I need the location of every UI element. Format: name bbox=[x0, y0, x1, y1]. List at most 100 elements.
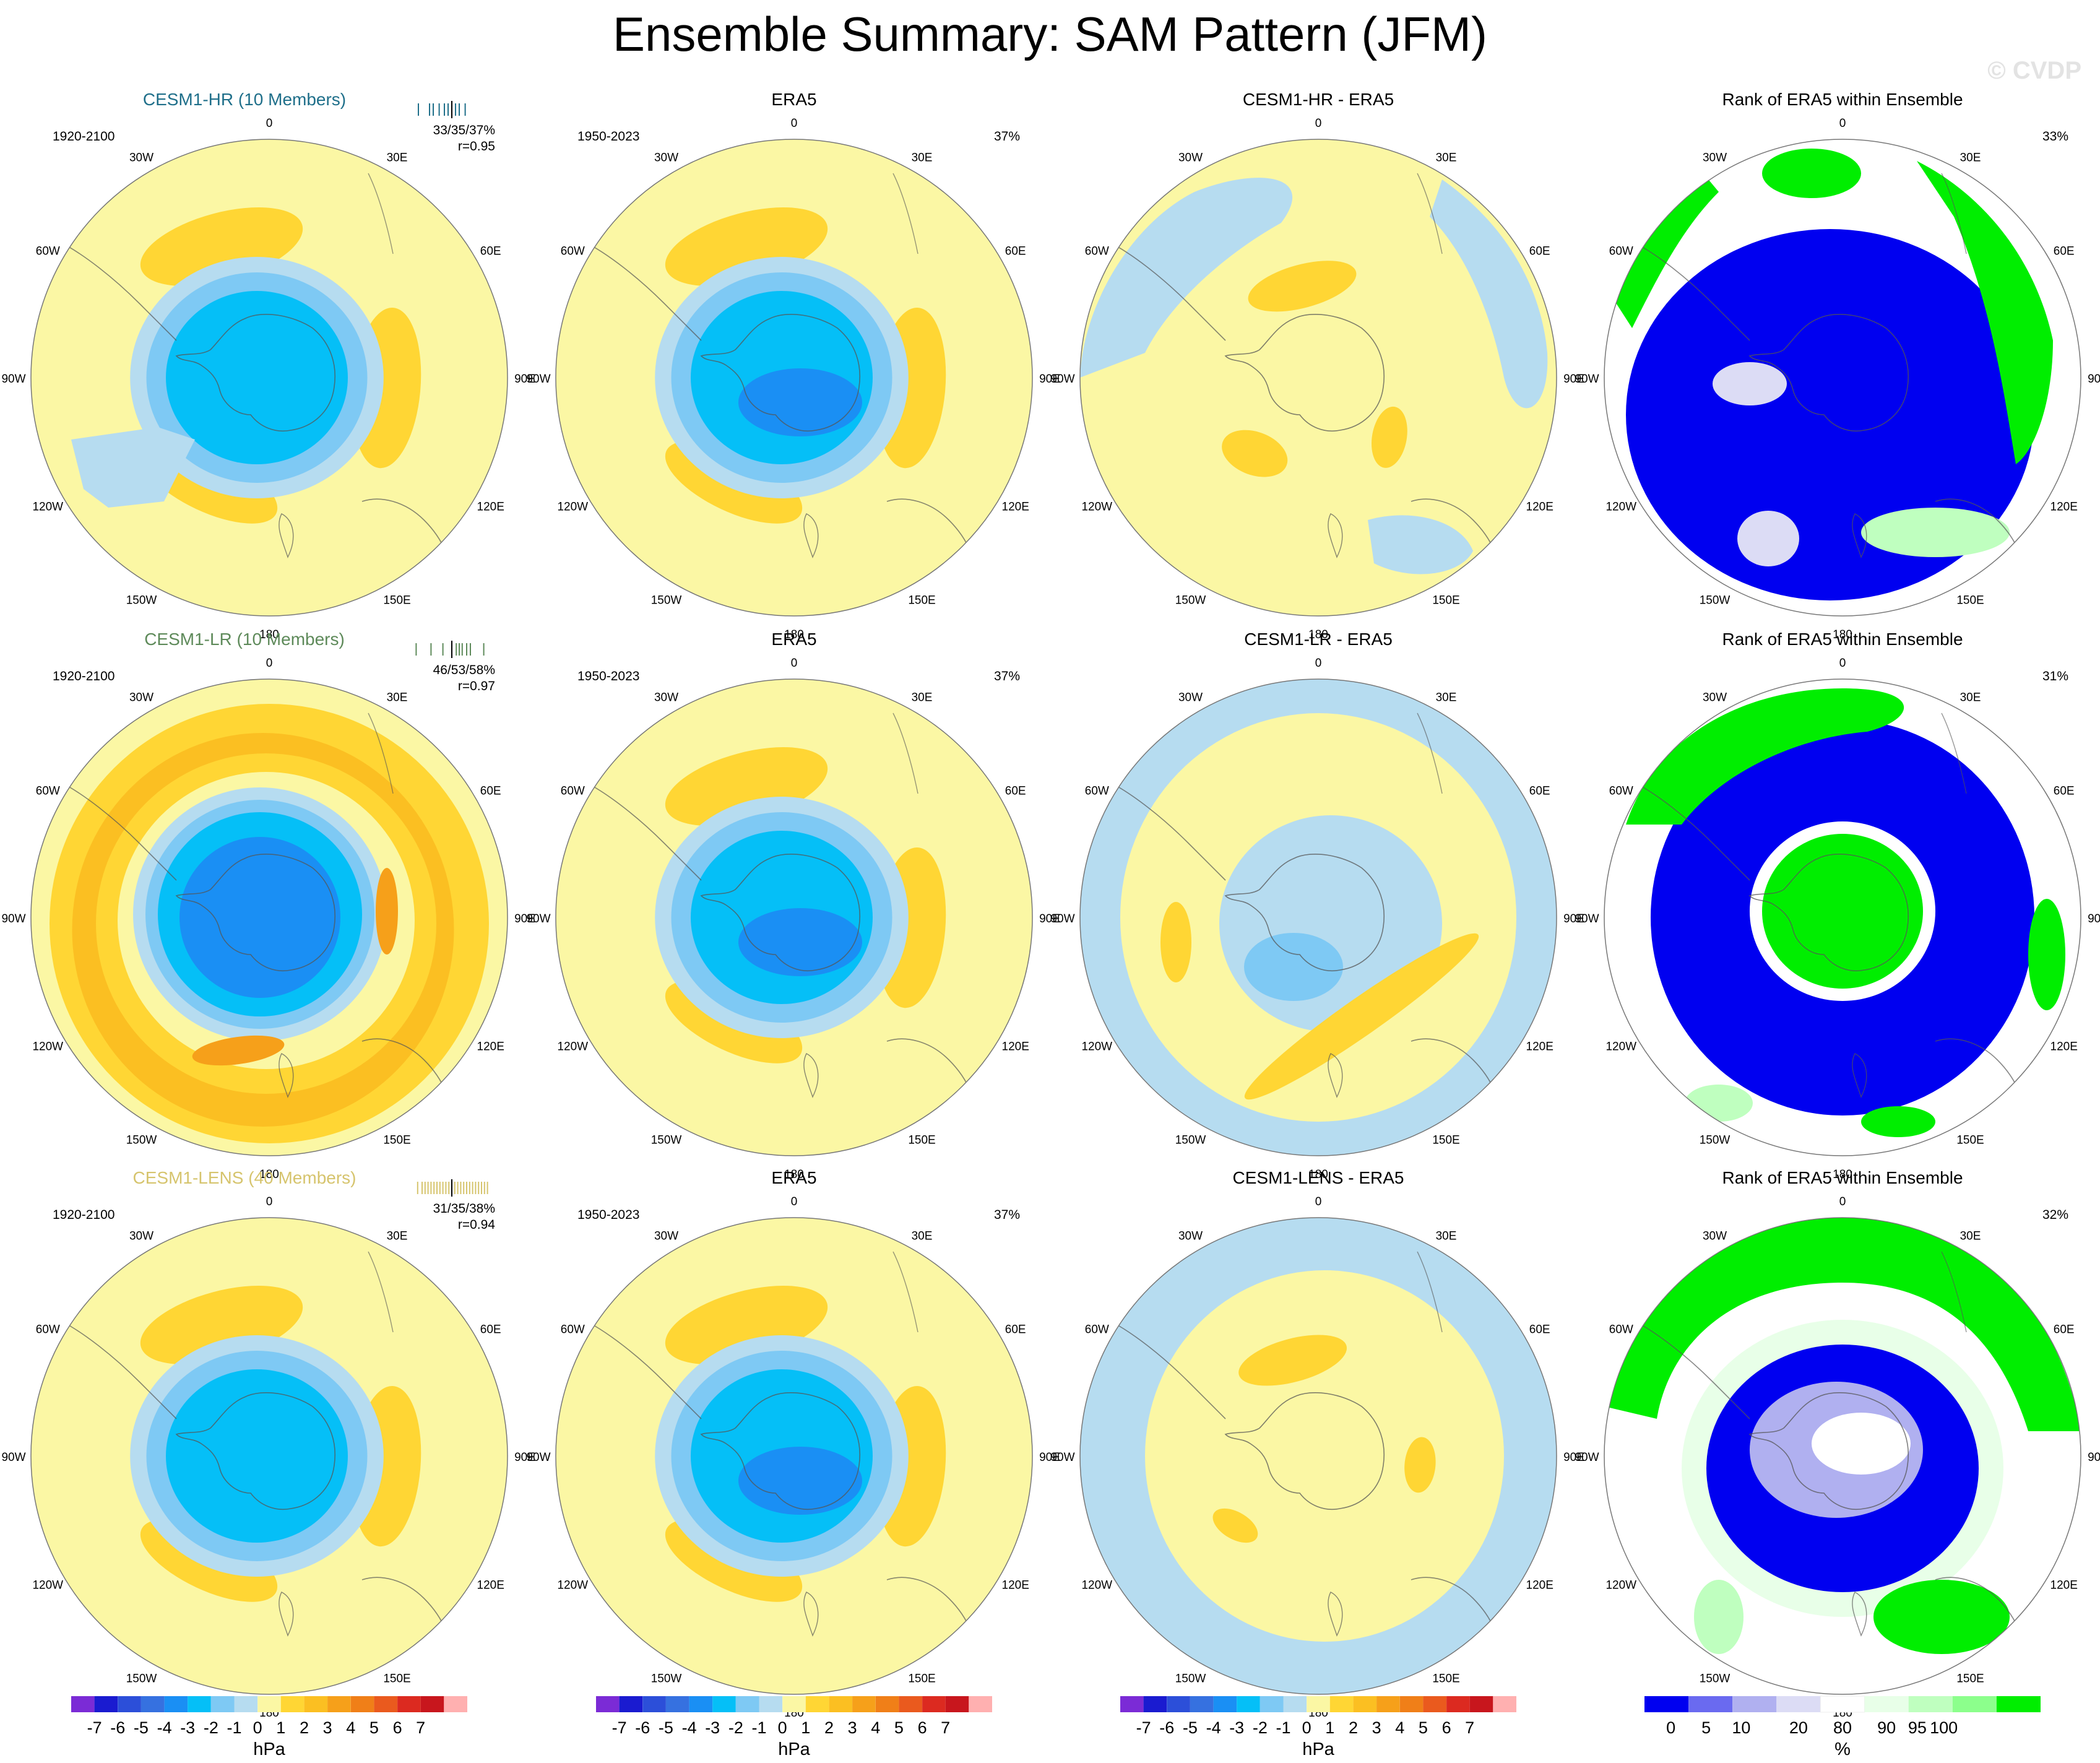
antarctica-coastline bbox=[700, 854, 861, 971]
colorbar-label: 6 bbox=[393, 1718, 402, 1737]
lon-label: 150E bbox=[1956, 594, 1984, 607]
south-america-coastline bbox=[1107, 1319, 1226, 1419]
lon-label: 120E bbox=[1002, 1041, 1029, 1054]
colorbar-swatch bbox=[1446, 1696, 1470, 1712]
colorbar-label: 6 bbox=[918, 1718, 927, 1737]
colorbar-swatch bbox=[922, 1696, 946, 1712]
lon-label: 90E bbox=[514, 1451, 535, 1464]
panel-lr-diff: 0 30E 60E 90E 120E 150E 180 150W 120W 90W 60W 30W CE… bbox=[1050, 630, 1584, 1181]
colorbar-swatch bbox=[350, 1696, 374, 1712]
panel-title: ERA5 bbox=[771, 630, 816, 649]
africa-coastline bbox=[892, 1251, 918, 1333]
colorbar-swatch bbox=[619, 1696, 643, 1712]
colorbar-swatch bbox=[642, 1696, 666, 1712]
colorbar-swatch bbox=[1283, 1696, 1307, 1712]
positive-anom-north bbox=[1238, 1335, 1347, 1386]
positive-anom-east bbox=[1371, 406, 1407, 468]
lon-label: 90W bbox=[1, 912, 25, 925]
colorbar-swatch bbox=[374, 1696, 397, 1712]
colorbar-swatch bbox=[1237, 1696, 1260, 1712]
lon-label: 60E bbox=[2054, 245, 2075, 258]
lon-label: 150W bbox=[1700, 594, 1731, 607]
panel-title: Rank of ERA5 within Ensemble bbox=[1722, 90, 1963, 109]
new-zealand-coastline bbox=[279, 513, 294, 558]
colorbar-label: -6 bbox=[1159, 1718, 1174, 1737]
panel-title: CESM1-LR (10 Members) bbox=[144, 630, 345, 649]
pct-variance: 37% bbox=[994, 669, 1020, 683]
lon-label: 150E bbox=[1956, 1134, 1984, 1147]
map-boundary bbox=[1604, 678, 2081, 1156]
high-rank-south bbox=[1873, 1580, 2010, 1654]
colorbar-label: 5 bbox=[369, 1718, 379, 1737]
antarctica-coastline bbox=[175, 314, 336, 431]
lon-label: 150E bbox=[908, 1673, 935, 1686]
colorbar-label: -2 bbox=[728, 1718, 743, 1737]
lon-label: 90W bbox=[1050, 1451, 1074, 1464]
antarctica-coastline bbox=[1748, 314, 1909, 431]
panel-title: CESM1-HR (10 Members) bbox=[143, 90, 346, 109]
lon-label: 60W bbox=[1609, 785, 1633, 798]
panel-title: CESM1-HR - ERA5 bbox=[1243, 90, 1394, 109]
lon-label: 30W bbox=[1703, 691, 1727, 704]
colorbar-swatch bbox=[1820, 1696, 1865, 1713]
africa-coastline bbox=[892, 173, 918, 254]
lon-label: 90E bbox=[1039, 373, 1060, 386]
colorbar-label: -7 bbox=[87, 1718, 102, 1737]
neg-area-east bbox=[1430, 180, 1548, 409]
south-america-coastline bbox=[1107, 781, 1226, 881]
lon-label: 30W bbox=[1178, 1229, 1203, 1242]
lon-label: 0 bbox=[1315, 657, 1322, 670]
africa-coastline bbox=[1417, 173, 1443, 254]
lon-label: 0 bbox=[1839, 1195, 1846, 1208]
colorbar-swatch bbox=[1120, 1696, 1144, 1712]
map-field bbox=[1604, 1218, 2081, 1694]
south-america-coastline bbox=[583, 781, 702, 881]
map-field bbox=[556, 139, 1032, 616]
lon-label: 120W bbox=[1605, 501, 1636, 514]
south-america-coastline bbox=[583, 241, 702, 341]
lon-label: 150W bbox=[126, 1134, 157, 1147]
lon-label: 60W bbox=[36, 245, 60, 258]
colorbar-swatch bbox=[665, 1696, 689, 1712]
lon-label: 30E bbox=[387, 151, 408, 164]
africa-coastline bbox=[1941, 713, 1967, 794]
map-boundary bbox=[555, 139, 1033, 617]
colorbar-unit: hPa bbox=[1302, 1739, 1334, 1759]
lon-label: 0 bbox=[266, 117, 273, 130]
colorbar-label: 0 bbox=[1302, 1718, 1311, 1737]
lon-label: 120W bbox=[32, 1579, 63, 1592]
high-rank-west bbox=[1604, 155, 1719, 328]
positive-max-south bbox=[192, 1035, 285, 1066]
colorbar-label: 7 bbox=[941, 1718, 950, 1737]
lon-label: 30W bbox=[654, 1229, 678, 1242]
high-rank-center bbox=[1762, 834, 1923, 989]
colorbar-swatch bbox=[899, 1696, 922, 1712]
lon-label: 150E bbox=[383, 594, 410, 607]
map-boundary bbox=[1079, 678, 1557, 1156]
positive-band bbox=[1244, 933, 1479, 1100]
lon-label: 60W bbox=[1609, 1323, 1633, 1336]
colorbar-label: -1 bbox=[1276, 1718, 1290, 1737]
lon-label: 30W bbox=[129, 691, 153, 704]
lon-label: 120W bbox=[1605, 1041, 1636, 1054]
colorbar-label: 1 bbox=[276, 1718, 285, 1737]
map-boundary bbox=[1604, 139, 2081, 617]
antarctica-coastline bbox=[1224, 1392, 1385, 1510]
lon-label: 60W bbox=[1085, 785, 1109, 798]
lon-label: 120W bbox=[1605, 1579, 1636, 1592]
colorbar-label: 4 bbox=[1395, 1718, 1404, 1737]
colorbar-label: 6 bbox=[1442, 1718, 1451, 1737]
colorbar-label: 2 bbox=[824, 1718, 834, 1737]
colorbar-swatch bbox=[304, 1696, 328, 1712]
lon-label: 90E bbox=[514, 373, 535, 386]
lon-label: 30E bbox=[912, 691, 933, 704]
lon-label: 150W bbox=[651, 594, 682, 607]
lon-label: 180 bbox=[784, 1168, 804, 1181]
colorbar-swatch bbox=[596, 1696, 620, 1712]
positive-anom-east bbox=[1404, 1437, 1436, 1493]
lon-label: 90W bbox=[1050, 912, 1074, 925]
lon-label: 180 bbox=[259, 628, 279, 641]
lon-label: 150E bbox=[908, 594, 935, 607]
lon-label: 60W bbox=[1609, 245, 1633, 258]
lon-label: 30W bbox=[1178, 151, 1203, 164]
